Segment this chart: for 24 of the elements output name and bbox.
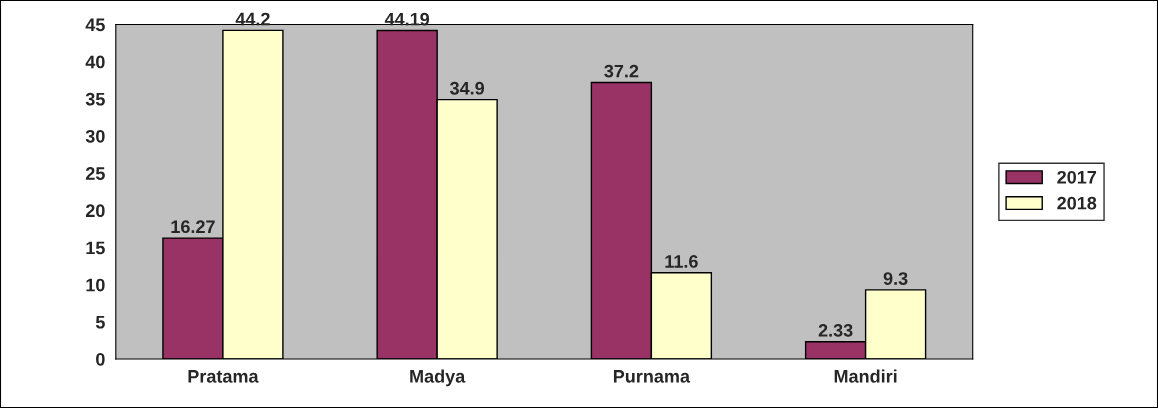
data-label: 2.33 <box>818 323 853 337</box>
x-tick-label: Madya <box>410 369 466 387</box>
y-tick-label: 30 <box>85 129 105 143</box>
y-tick-label: 5 <box>95 315 105 329</box>
data-label: 37.2 <box>604 64 639 78</box>
data-label: 44.2 <box>235 12 270 26</box>
data-label: 16.27 <box>171 220 215 234</box>
data-label: 34.9 <box>449 81 485 95</box>
data-label: 9.3 <box>883 272 908 285</box>
y-tick-label: 15 <box>86 241 105 255</box>
legend-label: 2017 <box>1057 170 1097 184</box>
y-tick-label: 10 <box>86 278 105 292</box>
legend-label: 2018 <box>1057 196 1097 210</box>
x-tick-label: Purnama <box>613 370 691 383</box>
x-tick-label: Pratama <box>188 370 259 383</box>
data-label: 44.19 <box>384 12 430 26</box>
x-tick-label: Mandiri <box>834 369 897 383</box>
y-tick-label: 45 <box>85 18 105 32</box>
y-tick-label: 20 <box>85 204 105 218</box>
data-label: 11.6 <box>665 255 698 268</box>
y-tick-label: 25 <box>85 167 105 180</box>
y-tick-label: 0 <box>96 352 105 366</box>
y-tick-label: 35 <box>85 92 105 106</box>
y-tick-label: 40 <box>85 55 105 69</box>
